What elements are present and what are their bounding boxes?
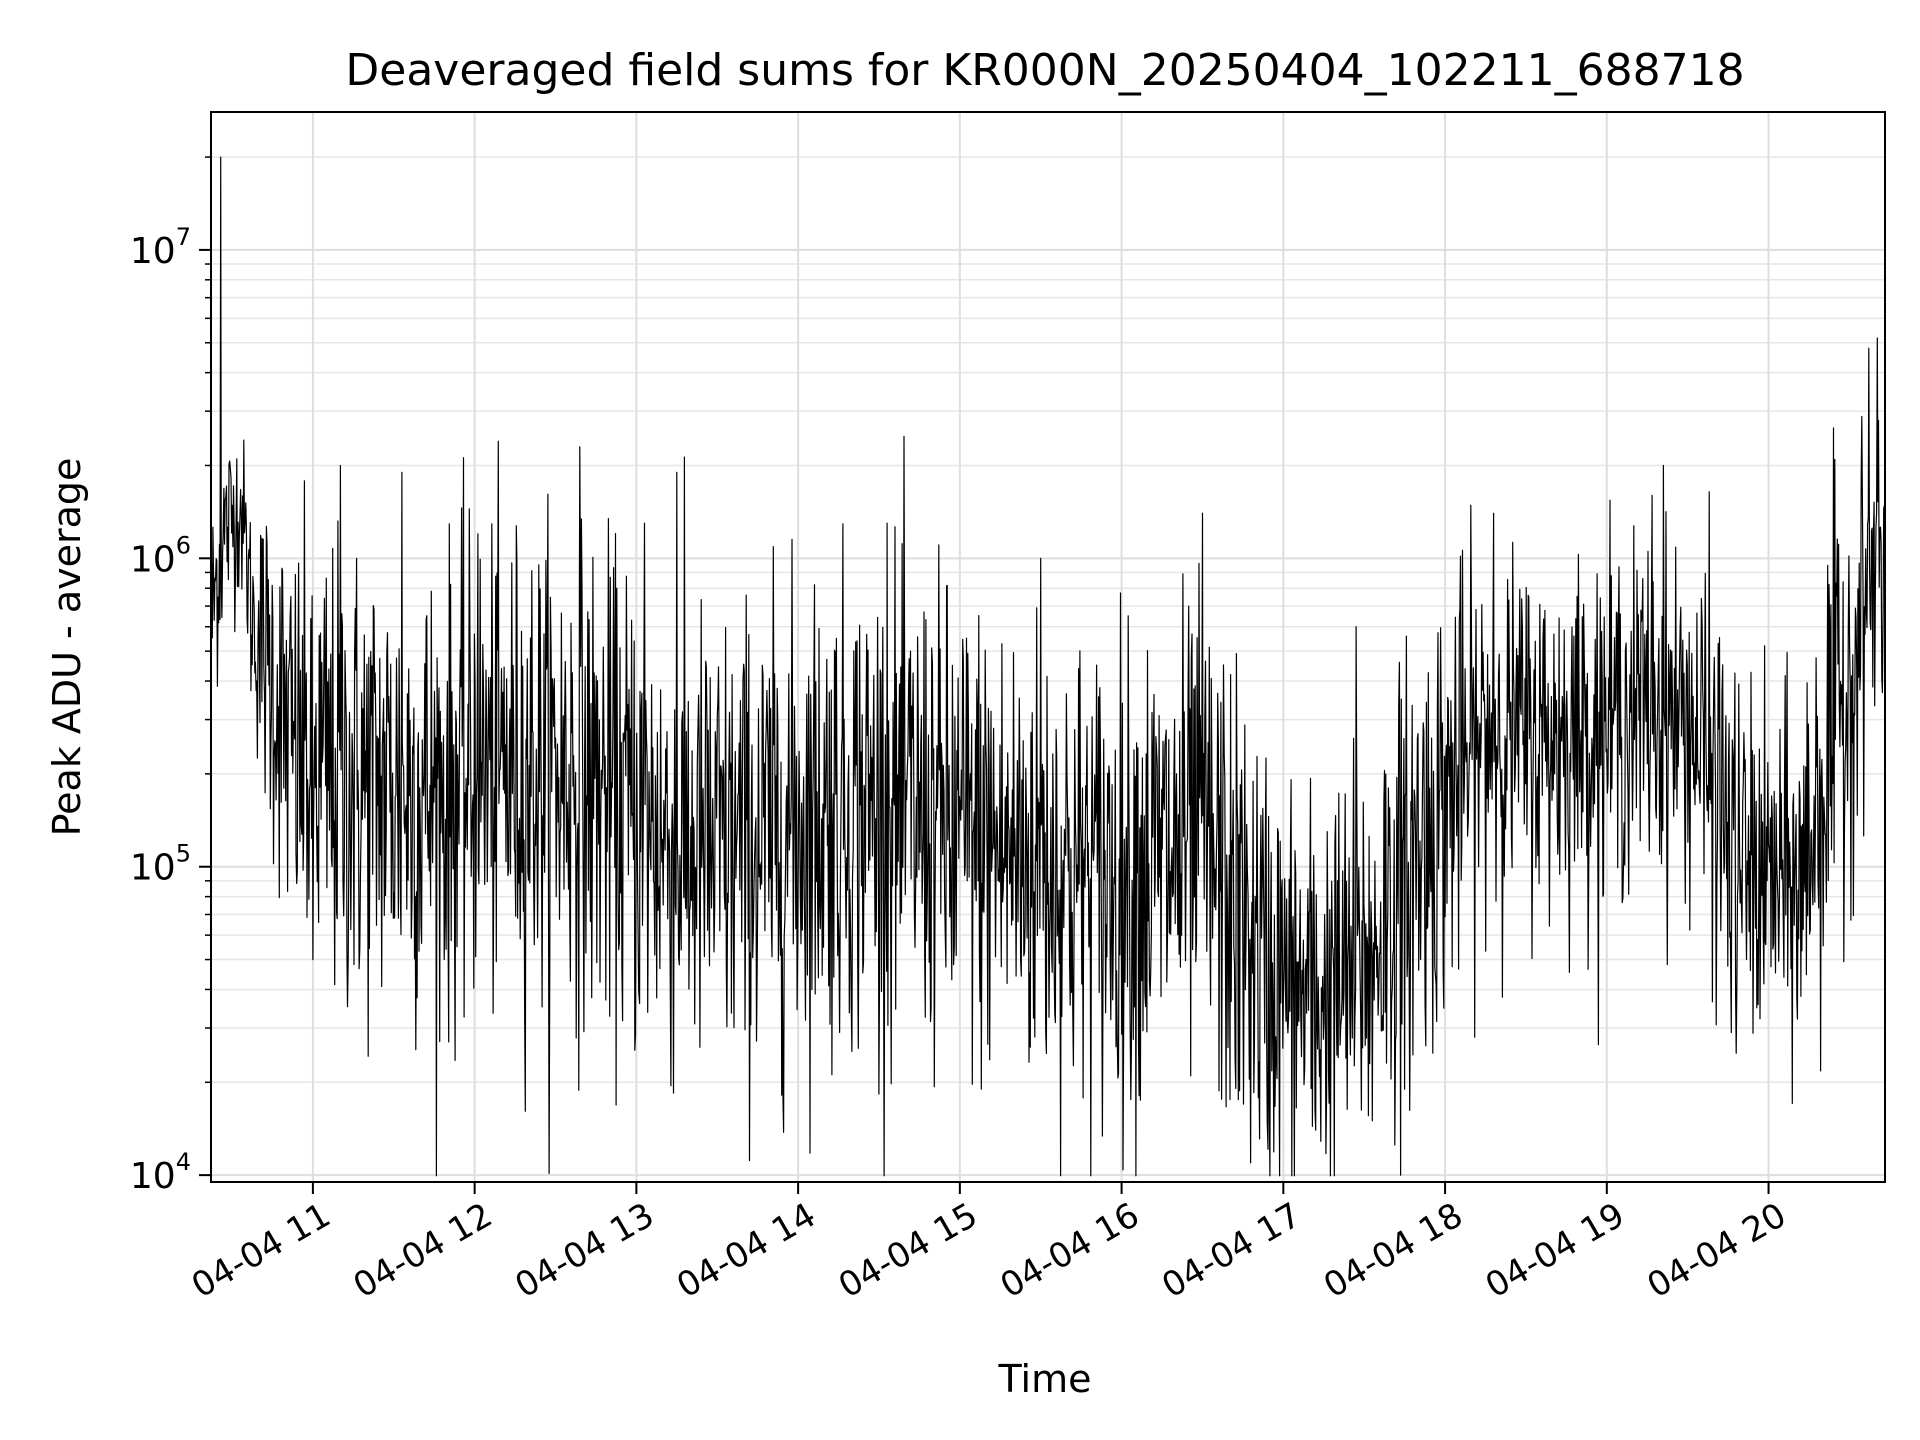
y-axis-label: Peak ADU - average bbox=[45, 458, 89, 837]
y-tick-label: 104 bbox=[130, 1148, 191, 1197]
series-line-group bbox=[210, 156, 1886, 1177]
y-tick-label: 105 bbox=[130, 840, 191, 889]
y-tick-label: 107 bbox=[130, 223, 191, 272]
y-tick-label: 106 bbox=[130, 531, 191, 580]
series-line bbox=[210, 156, 1886, 1177]
x-axis-label: Time bbox=[998, 1357, 1092, 1401]
plot-frame bbox=[210, 111, 1886, 1183]
chart-title: Deaveraged field sums for KR000N_2025040… bbox=[345, 45, 1744, 96]
y-ticks: 104 105 106 107 bbox=[130, 156, 211, 1197]
